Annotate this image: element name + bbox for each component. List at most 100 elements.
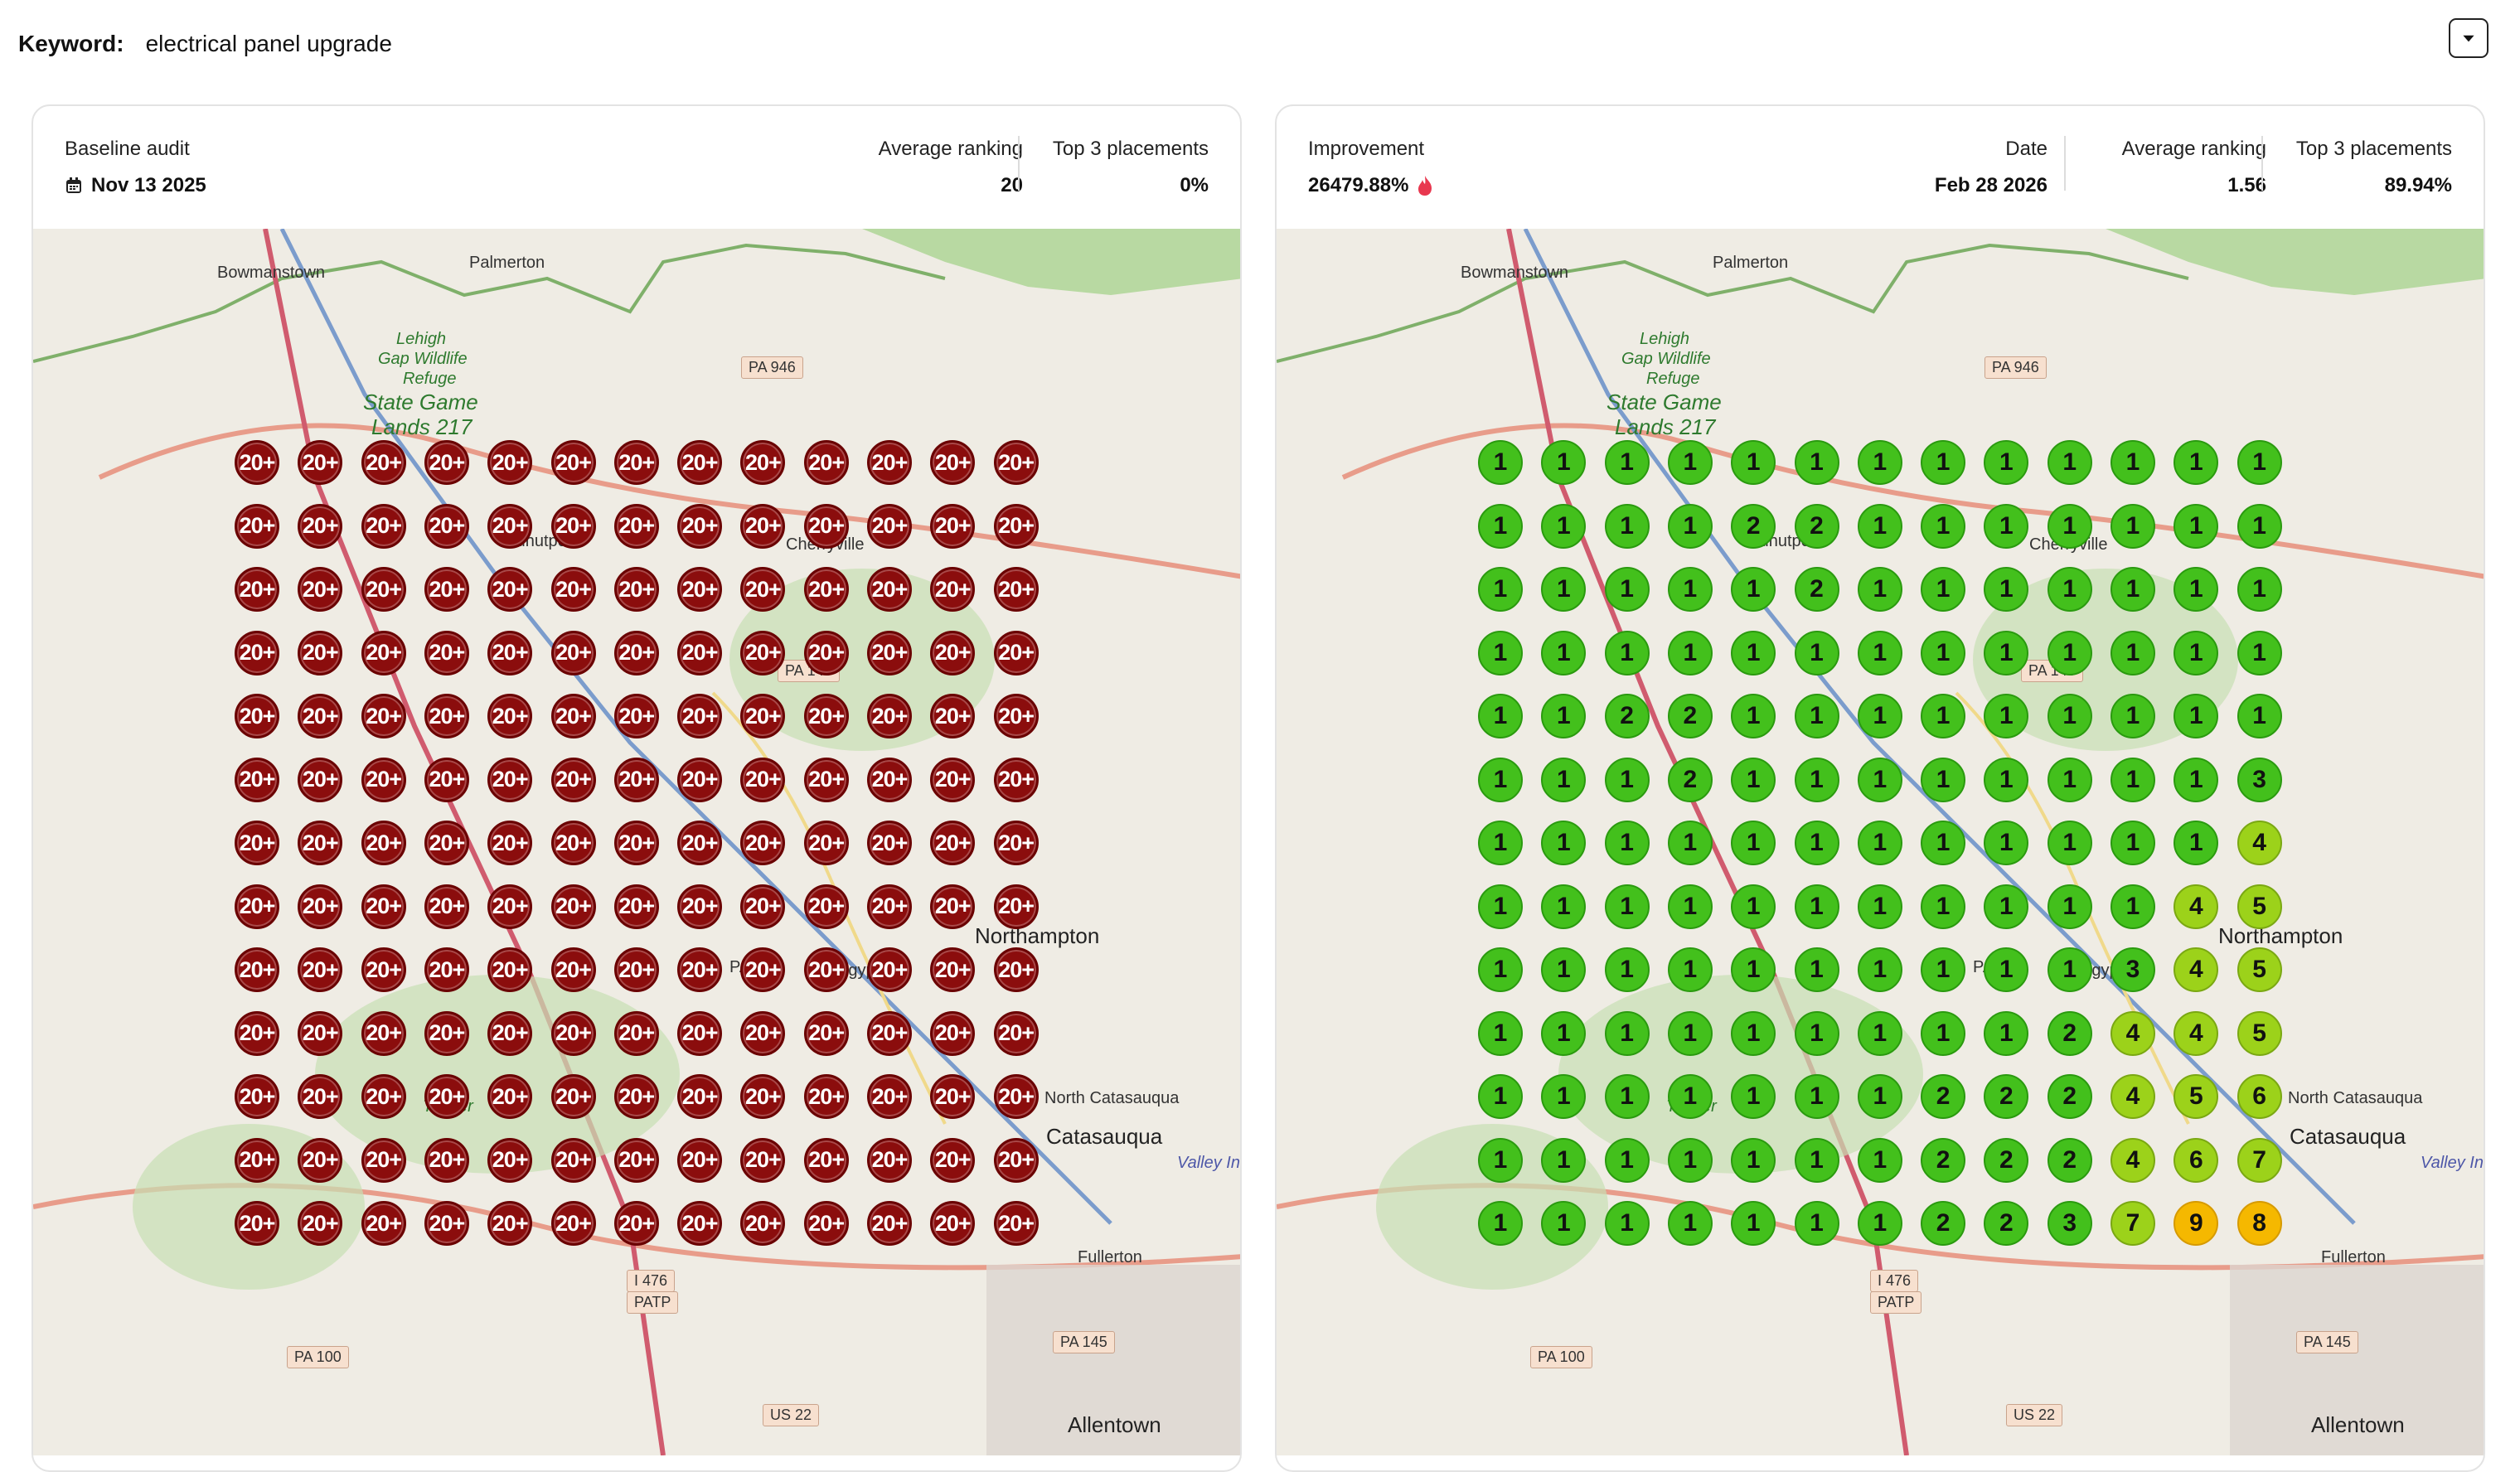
rank-pin[interactable]: 20+ (361, 694, 406, 738)
rank-pin[interactable]: 20+ (867, 1074, 912, 1119)
rank-pin[interactable]: 5 (2174, 1074, 2219, 1119)
rank-pin[interactable]: 1 (1604, 1074, 1650, 1119)
rank-pin[interactable]: 2 (2047, 1137, 2092, 1183)
rank-pin[interactable]: 1 (1731, 1010, 1776, 1056)
rank-pin[interactable]: 1 (1541, 567, 1587, 612)
rank-pin[interactable]: 1 (1984, 821, 2029, 865)
rank-pin[interactable]: 8 (2236, 1201, 2282, 1246)
rank-pin[interactable]: 1 (1857, 630, 1902, 675)
rank-pin[interactable]: 1 (1731, 947, 1776, 992)
rank-pin[interactable]: 20+ (803, 694, 849, 738)
rank-pin[interactable]: 20+ (740, 884, 786, 929)
rank-pin[interactable]: 20+ (235, 630, 279, 675)
rank-pin[interactable]: 1 (1857, 757, 1902, 802)
rank-pin[interactable]: 1 (1541, 630, 1587, 675)
rank-pin[interactable]: 20+ (424, 694, 469, 738)
rank-pin[interactable]: 1 (1478, 821, 1523, 865)
rank-pin[interactable]: 20+ (550, 694, 596, 738)
rank-pin[interactable]: 20+ (677, 757, 723, 802)
rank-pin[interactable]: 1 (1857, 503, 1902, 549)
rank-pin[interactable]: 1 (2110, 567, 2155, 612)
rank-pin[interactable]: 1 (1984, 1010, 2029, 1056)
rank-pin[interactable]: 1 (1478, 440, 1523, 485)
rank-pin[interactable]: 20+ (993, 884, 1039, 929)
rank-pin[interactable]: 20+ (424, 1074, 469, 1119)
rank-pin[interactable]: 2 (1667, 757, 1713, 802)
rank-pin[interactable]: 1 (1478, 1010, 1523, 1056)
rank-pin[interactable]: 20+ (930, 757, 976, 802)
rank-pin[interactable]: 1 (1731, 884, 1776, 929)
rank-pin[interactable]: 20+ (803, 630, 849, 675)
rank-pin[interactable]: 20+ (740, 1201, 786, 1246)
rank-pin[interactable]: 20+ (613, 503, 659, 549)
rank-pin[interactable]: 1 (1984, 884, 2029, 929)
rank-pin[interactable]: 20+ (930, 503, 976, 549)
rank-pin[interactable]: 20+ (424, 757, 469, 802)
rank-pin[interactable]: 7 (2110, 1201, 2155, 1246)
rank-pin[interactable]: 20+ (550, 630, 596, 675)
rank-pin[interactable]: 1 (1857, 1137, 1902, 1183)
rank-pin[interactable]: 1 (1921, 503, 1966, 549)
rank-pin[interactable]: 20+ (930, 1137, 976, 1183)
rank-pin[interactable]: 1 (2047, 630, 2092, 675)
rank-pin[interactable]: 1 (1857, 440, 1902, 485)
rank-pin[interactable]: 20+ (867, 1137, 912, 1183)
rank-pin[interactable]: 1 (1667, 1074, 1713, 1119)
rank-pin[interactable]: 1 (1541, 1137, 1587, 1183)
rank-pin[interactable]: 1 (2047, 821, 2092, 865)
rank-pin[interactable]: 1 (1478, 630, 1523, 675)
rank-pin[interactable]: 1 (2110, 884, 2155, 929)
rank-pin[interactable]: 1 (2047, 694, 2092, 738)
rank-pin[interactable]: 1 (1794, 630, 1839, 675)
rank-pin[interactable]: 20+ (487, 1201, 533, 1246)
rank-pin[interactable]: 1 (1604, 1201, 1650, 1246)
rank-pin[interactable]: 20+ (298, 1137, 343, 1183)
rank-pin[interactable]: 20+ (424, 1010, 469, 1056)
rank-pin[interactable]: 20+ (803, 1201, 849, 1246)
rank-pin[interactable]: 20+ (677, 567, 723, 612)
rank-pin[interactable]: 20+ (235, 503, 279, 549)
rank-pin[interactable]: 20+ (930, 884, 976, 929)
rank-pin[interactable]: 20+ (677, 821, 723, 865)
rank-pin[interactable]: 20+ (361, 1074, 406, 1119)
rank-pin[interactable]: 20+ (487, 694, 533, 738)
rank-pin[interactable]: 1 (1604, 440, 1650, 485)
rank-pin[interactable]: 20+ (677, 1010, 723, 1056)
rank-pin[interactable]: 20+ (613, 821, 659, 865)
rank-pin[interactable]: 1 (2236, 503, 2282, 549)
rank-pin[interactable]: 1 (2174, 694, 2219, 738)
rank-pin[interactable]: 20+ (550, 567, 596, 612)
rank-pin[interactable]: 1 (1794, 1201, 1839, 1246)
rank-pin[interactable]: 2 (1921, 1201, 1966, 1246)
rank-pin[interactable]: 1 (1541, 757, 1587, 802)
rank-pin[interactable]: 1 (1921, 884, 1966, 929)
rank-pin[interactable]: 20+ (993, 1074, 1039, 1119)
rank-pin[interactable]: 20+ (740, 947, 786, 992)
rank-pin[interactable]: 1 (2047, 884, 2092, 929)
rank-pin[interactable]: 20+ (361, 440, 406, 485)
rank-pin[interactable]: 20+ (930, 947, 976, 992)
rank-pin[interactable]: 1 (1794, 1137, 1839, 1183)
rank-pin[interactable]: 20+ (677, 1137, 723, 1183)
rank-pin[interactable]: 20+ (487, 440, 533, 485)
rank-pin[interactable]: 1 (1604, 630, 1650, 675)
rank-pin[interactable]: 20+ (361, 630, 406, 675)
rank-pin[interactable]: 20+ (993, 567, 1039, 612)
rank-pin[interactable]: 20+ (677, 630, 723, 675)
rank-pin[interactable]: 1 (1794, 1010, 1839, 1056)
rank-pin[interactable]: 20+ (487, 503, 533, 549)
rank-pin[interactable]: 5 (2236, 947, 2282, 992)
rank-pin[interactable]: 20+ (930, 567, 976, 612)
rank-pin[interactable]: 2 (1921, 1074, 1966, 1119)
rank-pin[interactable]: 1 (1857, 694, 1902, 738)
rank-pin[interactable]: 2 (1794, 567, 1839, 612)
rank-pin[interactable]: 1 (1921, 1010, 1966, 1056)
rank-pin[interactable]: 20+ (550, 821, 596, 865)
rank-pin[interactable]: 1 (1731, 1201, 1776, 1246)
rank-pin[interactable]: 2 (1984, 1201, 2029, 1246)
rank-pin[interactable]: 1 (2047, 440, 2092, 485)
rank-pin[interactable]: 1 (1921, 757, 1966, 802)
rank-pin[interactable]: 1 (1984, 630, 2029, 675)
rank-pin[interactable]: 1 (1794, 1074, 1839, 1119)
rank-pin[interactable]: 1 (1541, 440, 1587, 485)
